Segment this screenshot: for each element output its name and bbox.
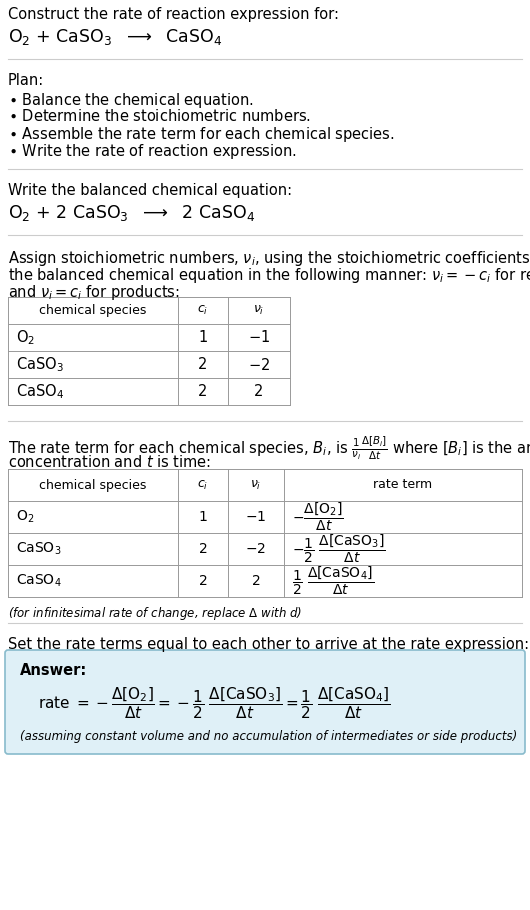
Text: the balanced chemical equation in the following manner: $\nu_i = -c_i$ for react: the balanced chemical equation in the fo… — [8, 266, 530, 285]
Text: (assuming constant volume and no accumulation of intermediates or side products): (assuming constant volume and no accumul… — [20, 730, 517, 743]
Text: The rate term for each chemical species, $B_i$, is $\frac{1}{\nu_i}\frac{\Delta[: The rate term for each chemical species,… — [8, 435, 530, 462]
Text: 2: 2 — [199, 542, 207, 556]
Text: $c_i$: $c_i$ — [197, 304, 209, 317]
Text: $\bullet$ Write the rate of reaction expression.: $\bullet$ Write the rate of reaction exp… — [8, 142, 297, 161]
Text: $c_i$: $c_i$ — [197, 479, 209, 491]
Text: 1: 1 — [199, 510, 207, 524]
Text: O$_2$: O$_2$ — [16, 329, 35, 347]
Text: $\nu_i$: $\nu_i$ — [250, 479, 262, 491]
Text: CaSO$_4$: CaSO$_4$ — [16, 572, 61, 589]
Text: 2: 2 — [198, 384, 208, 399]
Text: 2: 2 — [254, 384, 264, 399]
Text: 1: 1 — [198, 330, 208, 345]
Text: O$_2$ + 2 CaSO$_3$  $\longrightarrow$  2 CaSO$_4$: O$_2$ + 2 CaSO$_3$ $\longrightarrow$ 2 C… — [8, 203, 255, 223]
Text: 2: 2 — [199, 574, 207, 588]
Text: rate $= -\dfrac{\Delta[\mathrm{O_2}]}{\Delta t} = -\dfrac{1}{2}\ \dfrac{\Delta[\: rate $= -\dfrac{\Delta[\mathrm{O_2}]}{\D… — [38, 685, 391, 721]
Text: Construct the rate of reaction expression for:: Construct the rate of reaction expressio… — [8, 7, 339, 22]
Text: CaSO$_4$: CaSO$_4$ — [16, 382, 64, 400]
Text: CaSO$_3$: CaSO$_3$ — [16, 355, 64, 374]
FancyBboxPatch shape — [5, 650, 525, 754]
Text: $\nu_i$: $\nu_i$ — [253, 304, 264, 317]
Text: Write the balanced chemical equation:: Write the balanced chemical equation: — [8, 183, 292, 198]
Text: $\bullet$ Balance the chemical equation.: $\bullet$ Balance the chemical equation. — [8, 91, 253, 110]
Text: $-$1: $-$1 — [248, 329, 270, 346]
Text: rate term: rate term — [374, 479, 432, 491]
Text: Set the rate terms equal to each other to arrive at the rate expression:: Set the rate terms equal to each other t… — [8, 637, 529, 652]
Text: chemical species: chemical species — [39, 479, 147, 491]
Text: $-\dfrac{\Delta[\mathrm{O_2}]}{\Delta t}$: $-\dfrac{\Delta[\mathrm{O_2}]}{\Delta t}… — [292, 501, 343, 533]
Text: 2: 2 — [252, 574, 260, 588]
Text: $-$1: $-$1 — [245, 510, 267, 524]
Text: $\dfrac{1}{2}\ \dfrac{\Delta[\mathrm{CaSO_4}]}{\Delta t}$: $\dfrac{1}{2}\ \dfrac{\Delta[\mathrm{CaS… — [292, 565, 374, 597]
Text: concentration and $t$ is time:: concentration and $t$ is time: — [8, 454, 211, 470]
Text: $-$2: $-$2 — [245, 542, 267, 556]
Text: $-$2: $-$2 — [248, 357, 270, 372]
Text: $\bullet$ Determine the stoichiometric numbers.: $\bullet$ Determine the stoichiometric n… — [8, 108, 311, 124]
Text: chemical species: chemical species — [39, 304, 147, 317]
Text: O$_2$ + CaSO$_3$  $\longrightarrow$  CaSO$_4$: O$_2$ + CaSO$_3$ $\longrightarrow$ CaSO$… — [8, 27, 222, 47]
Text: and $\nu_i = c_i$ for products:: and $\nu_i = c_i$ for products: — [8, 283, 180, 302]
Text: Assign stoichiometric numbers, $\nu_i$, using the stoichiometric coefficients, $: Assign stoichiometric numbers, $\nu_i$, … — [8, 249, 530, 268]
Text: CaSO$_3$: CaSO$_3$ — [16, 541, 61, 557]
Text: 2: 2 — [198, 357, 208, 372]
Text: $-\dfrac{1}{2}\ \dfrac{\Delta[\mathrm{CaSO_3}]}{\Delta t}$: $-\dfrac{1}{2}\ \dfrac{\Delta[\mathrm{Ca… — [292, 533, 386, 565]
Text: (for infinitesimal rate of change, replace $\Delta$ with $d$): (for infinitesimal rate of change, repla… — [8, 605, 302, 622]
Text: Answer:: Answer: — [20, 663, 87, 678]
Text: O$_2$: O$_2$ — [16, 509, 34, 525]
Text: Plan:: Plan: — [8, 73, 44, 88]
Text: $\bullet$ Assemble the rate term for each chemical species.: $\bullet$ Assemble the rate term for eac… — [8, 125, 395, 144]
